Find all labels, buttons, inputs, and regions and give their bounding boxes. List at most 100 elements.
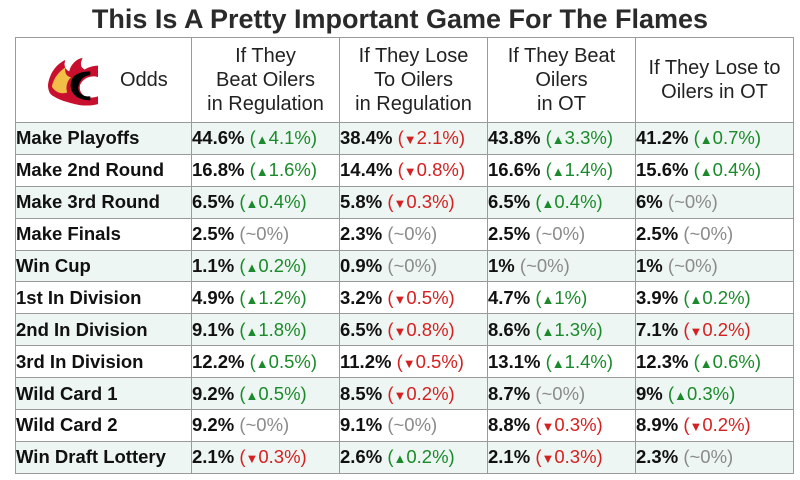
change-value: 0.8%	[416, 159, 459, 181]
odds-value: 8.6%	[488, 318, 531, 340]
odds-value: 8.5%	[340, 382, 383, 404]
arrow-down-icon: ▼	[541, 419, 555, 435]
arrow-down-icon: ▼	[402, 355, 416, 371]
arrow-up-icon: ▲	[674, 387, 687, 403]
table-row: 2nd In Division 9.1% (▲1.8%) 6.5% (▼0.8%) 8…	[15, 313, 794, 347]
row-label: Wild Card 1	[15, 377, 192, 411]
table-row: Wild Card 2 9.2% (~0%) 9.1% (~0%) 8.8% (▼0.…	[15, 409, 794, 442]
odds-value: 41.2%	[636, 127, 689, 149]
arrow-down-icon: ▼	[393, 291, 407, 307]
odds-change: (~0%)	[519, 255, 570, 276]
odds-value: 2.3%	[636, 446, 679, 468]
odds-cell: 9% (▲0.3%)	[635, 377, 794, 411]
tilde-icon: ~	[393, 414, 405, 436]
change-value: 0.3%	[554, 414, 597, 436]
odds-cell: 13.1% (▲1.4%)	[487, 345, 636, 379]
change-value: 1.6%	[268, 159, 311, 181]
odds-change: (▲0.2%)	[239, 255, 307, 276]
change-value: 0%	[536, 255, 564, 276]
row-label: Make 2nd Round	[15, 153, 192, 187]
change-value: 0%	[404, 255, 432, 276]
table-row: Make 3rd Round 6.5% (▲0.4%) 5.8% (▼0.3%) 6.…	[15, 185, 794, 219]
arrow-up-icon: ▲	[551, 164, 565, 180]
arrow-up-icon: ▲	[255, 164, 269, 180]
odds-change: (▼0.5%)	[396, 350, 464, 372]
odds-change: (~0%)	[683, 446, 734, 468]
odds-change: (~0%)	[535, 382, 586, 404]
odds-change: (▼0.8%)	[397, 159, 465, 181]
tilde-icon: ~	[541, 223, 553, 245]
odds-value: 3.9%	[636, 286, 679, 308]
change-value: 0.2%	[702, 286, 745, 308]
change-value: 0.3%	[686, 382, 730, 404]
arrow-down-icon: ▼	[393, 323, 407, 339]
odds-value: 38.4%	[340, 127, 393, 149]
odds-change: (~0%)	[239, 414, 290, 436]
odds-change: (~0%)	[667, 191, 718, 213]
arrow-up-icon: ▲	[699, 355, 713, 371]
arrow-down-icon: ▼	[393, 196, 407, 212]
odds-cell: 1.1% (▲0.2%)	[191, 249, 340, 283]
tilde-icon: ~	[526, 255, 537, 276]
odds-cell: 5.8% (▼0.3%)	[339, 185, 488, 219]
change-value: 0%	[684, 255, 712, 276]
odds-value: 44.6%	[192, 127, 245, 149]
tilde-icon: ~	[674, 255, 685, 276]
odds-change: (~0%)	[387, 414, 438, 436]
arrow-up-icon: ▲	[255, 355, 269, 371]
tilde-icon: ~	[674, 191, 685, 213]
odds-value: 9.2%	[192, 414, 235, 436]
odds-value: 2.5%	[192, 223, 235, 245]
odds-cell: 38.4% (▼2.1%)	[339, 122, 488, 155]
change-value: 0%	[552, 382, 580, 404]
odds-cell: 1% (~0%)	[487, 249, 636, 283]
corner-cell: Odds	[15, 37, 192, 123]
change-value: 0.3%	[554, 446, 597, 468]
odds-change: (~0%)	[535, 223, 586, 245]
odds-change: (~0%)	[387, 255, 438, 276]
arrow-down-icon: ▼	[403, 164, 417, 180]
odds-value: 1%	[488, 255, 515, 276]
odds-change: (▼0.3%)	[387, 191, 455, 213]
odds-value: 1.1%	[192, 255, 235, 276]
odds-value: 9.2%	[192, 382, 235, 404]
odds-change: (▲0.4%)	[535, 191, 603, 213]
odds-cell: 15.6% (▲0.4%)	[635, 153, 794, 187]
tilde-icon: ~	[689, 223, 701, 245]
odds-cell: 8.5% (▼0.2%)	[339, 377, 488, 411]
change-value: 0%	[404, 223, 432, 245]
odds-value: 15.6%	[636, 159, 689, 181]
odds-value: 6%	[636, 191, 663, 213]
odds-cell: 6% (~0%)	[635, 185, 794, 219]
change-value: 0%	[552, 223, 580, 245]
change-value: 0.5%	[415, 350, 458, 372]
odds-value: 11.2%	[340, 350, 392, 372]
arrow-down-icon: ▼	[689, 419, 703, 435]
odds-cell: 4.7% (▲1%)	[487, 281, 636, 315]
arrow-down-icon: ▼	[541, 451, 555, 467]
odds-cell: 6.5% (▲0.4%)	[487, 185, 636, 219]
odds-change: (▲0.7%)	[693, 127, 761, 149]
change-value: 0.2%	[406, 446, 449, 468]
odds-change: (▼0.8%)	[387, 318, 455, 340]
odds-value: 16.8%	[192, 159, 245, 181]
odds-change: (▲1.4%)	[545, 350, 613, 372]
odds-change: (▲0.5%)	[249, 350, 317, 372]
table-row: 3rd In Division 12.2% (▲0.5%) 11.2% (▼0.5%…	[15, 345, 794, 379]
odds-cell: 2.1% (▼0.3%)	[191, 440, 340, 474]
change-value: 1.4%	[564, 159, 607, 181]
arrow-down-icon: ▼	[245, 451, 259, 467]
arrow-down-icon: ▼	[393, 387, 407, 403]
odds-cell: 8.8% (▼0.3%)	[487, 409, 636, 442]
odds-cell: 12.2% (▲0.5%)	[191, 345, 340, 379]
change-value: 0.4%	[258, 191, 301, 213]
change-value: 0%	[700, 223, 728, 245]
odds-change: (~0%)	[239, 223, 290, 245]
odds-change: (▲4.1%)	[249, 127, 317, 149]
row-label: Make Playoffs	[15, 122, 192, 155]
tilde-icon: ~	[689, 446, 701, 468]
change-value: 2.1%	[416, 127, 459, 149]
arrow-up-icon: ▲	[245, 387, 259, 403]
change-value: 1%	[554, 286, 582, 308]
odds-change: (▲3.3%)	[545, 127, 613, 149]
